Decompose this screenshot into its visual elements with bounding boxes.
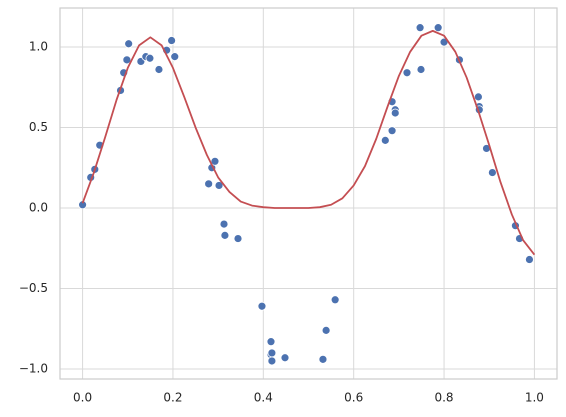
point [402,68,412,78]
y-tick-label: −0.5 [19,281,48,295]
point [219,219,229,229]
point [267,356,277,366]
y-tick-label: −1.0 [19,362,48,376]
point [330,295,340,305]
point [487,168,497,177]
point [145,53,155,63]
x-tick-label: 0.6 [344,391,363,405]
point [220,230,230,240]
point [318,354,328,364]
point [415,23,425,33]
point [167,36,176,45]
point [170,52,180,62]
point [233,234,243,243]
point [380,135,390,145]
y-tick-label: 0.0 [29,200,48,214]
plot-area [60,8,557,379]
point [390,108,400,118]
x-tick-label: 0.2 [163,391,182,405]
point [433,23,443,33]
plot-frame [59,7,558,380]
point [267,348,277,358]
line [81,29,536,256]
marks [78,23,536,366]
y-tick-label: 1.0 [29,39,48,53]
x-tick-label: 0.8 [434,391,453,405]
point [266,337,276,347]
point [214,181,224,190]
y-tick-label: 0.5 [29,120,48,134]
x-tick-label: 0.0 [73,391,92,405]
point [416,65,426,74]
point [473,92,483,102]
point [525,255,534,264]
point [124,39,134,49]
x-tick-label: 0.4 [254,391,273,405]
point [257,301,267,311]
x-tick-label: 1.0 [525,391,544,405]
point [321,325,331,335]
point [387,126,397,136]
point [154,65,164,74]
point [280,353,290,363]
point [204,179,214,189]
